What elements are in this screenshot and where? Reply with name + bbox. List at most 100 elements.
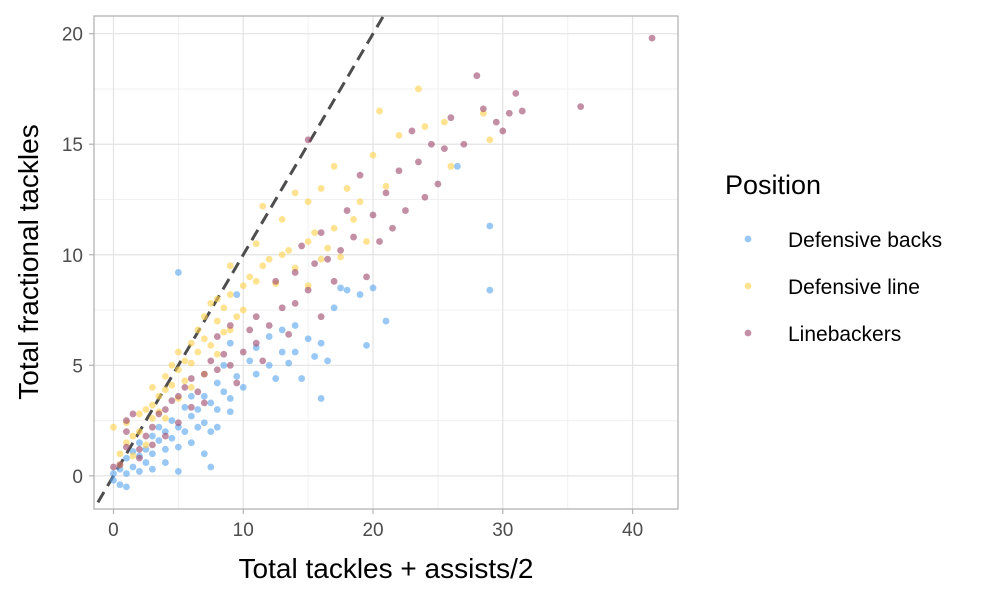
y-tick-label: 0 <box>72 467 83 488</box>
x-axis-title: Total tackles + assists/2 <box>239 553 534 584</box>
data-point <box>246 273 254 281</box>
data-point <box>136 428 143 436</box>
data-point <box>110 476 117 484</box>
data-point <box>369 211 377 219</box>
data-point <box>155 410 163 418</box>
data-point <box>317 185 325 192</box>
data-point <box>200 370 208 378</box>
x-axis-ticks: 0 10 20 30 40 <box>108 509 643 541</box>
data-point <box>136 439 143 447</box>
data-point <box>278 348 286 356</box>
data-point <box>200 399 208 407</box>
data-point <box>337 284 344 292</box>
y-tick-label: 10 <box>62 246 83 267</box>
data-point <box>194 423 202 431</box>
data-point <box>239 348 247 356</box>
data-point <box>207 428 215 436</box>
data-point <box>110 470 117 478</box>
data-point <box>285 246 293 254</box>
data-point <box>174 392 182 400</box>
data-point <box>304 136 312 144</box>
data-point <box>395 167 403 175</box>
data-point <box>285 330 293 338</box>
data-point <box>168 417 176 424</box>
data-point <box>149 465 156 473</box>
data-point <box>213 333 221 340</box>
data-point <box>181 377 189 385</box>
data-point <box>110 463 117 471</box>
data-point <box>155 423 163 431</box>
data-point <box>272 375 280 382</box>
data-point <box>181 357 189 365</box>
legend-label-0: Defensive backs <box>788 229 942 252</box>
data-point <box>181 384 189 391</box>
data-point <box>181 403 189 411</box>
legend: Position Defensive backs Defensive line Li… <box>725 170 942 346</box>
data-point <box>220 350 228 358</box>
data-point <box>149 423 156 431</box>
y-axis-title: Total fractional tackles <box>13 124 44 399</box>
data-point <box>123 428 130 436</box>
legend-key-1 <box>744 282 752 290</box>
data-point <box>213 366 221 374</box>
legend-key-2 <box>744 329 752 337</box>
data-point <box>149 441 156 449</box>
data-point <box>317 313 325 321</box>
data-point <box>233 379 241 387</box>
data-point <box>259 357 267 365</box>
data-point <box>376 238 383 245</box>
data-point <box>220 328 228 336</box>
data-point <box>415 158 422 166</box>
data-point <box>265 333 273 340</box>
data-point <box>252 240 260 248</box>
data-point <box>447 162 455 170</box>
data-point <box>200 335 208 343</box>
data-point <box>246 326 254 334</box>
data-point <box>246 357 254 365</box>
data-point <box>174 348 182 356</box>
data-point <box>402 207 409 214</box>
data-point <box>369 151 377 159</box>
data-point <box>278 215 286 223</box>
data-point <box>187 375 195 382</box>
data-point <box>116 481 124 489</box>
data-point <box>382 317 390 325</box>
data-point <box>174 366 182 374</box>
data-point <box>207 463 215 471</box>
legend-key-0 <box>744 235 752 243</box>
data-point <box>200 392 208 400</box>
data-point <box>187 339 195 347</box>
data-point <box>298 375 306 382</box>
data-point <box>330 162 338 170</box>
data-point <box>265 322 273 329</box>
data-point <box>304 198 312 206</box>
data-point <box>408 127 416 135</box>
data-point <box>136 454 143 462</box>
grid-lines <box>94 16 678 509</box>
data-point <box>239 306 247 314</box>
data-point <box>304 238 312 245</box>
data-point <box>213 295 221 303</box>
data-point <box>233 313 241 321</box>
data-point <box>200 313 208 321</box>
data-point <box>330 304 338 312</box>
data-point <box>317 229 325 237</box>
data-point <box>421 193 429 201</box>
data-point <box>187 359 195 367</box>
data-point <box>207 357 215 365</box>
data-point <box>200 419 208 427</box>
data-point <box>174 443 182 451</box>
data-point <box>518 107 526 115</box>
data-point <box>343 286 351 294</box>
x-tick-label: 40 <box>622 520 643 541</box>
data-point <box>356 198 364 206</box>
data-point <box>226 322 234 329</box>
data-point <box>174 419 182 427</box>
data-point <box>648 34 656 42</box>
data-point <box>486 222 494 230</box>
data-point <box>174 269 182 276</box>
data-point <box>460 140 468 148</box>
data-point <box>155 392 163 400</box>
data-point <box>187 412 195 420</box>
